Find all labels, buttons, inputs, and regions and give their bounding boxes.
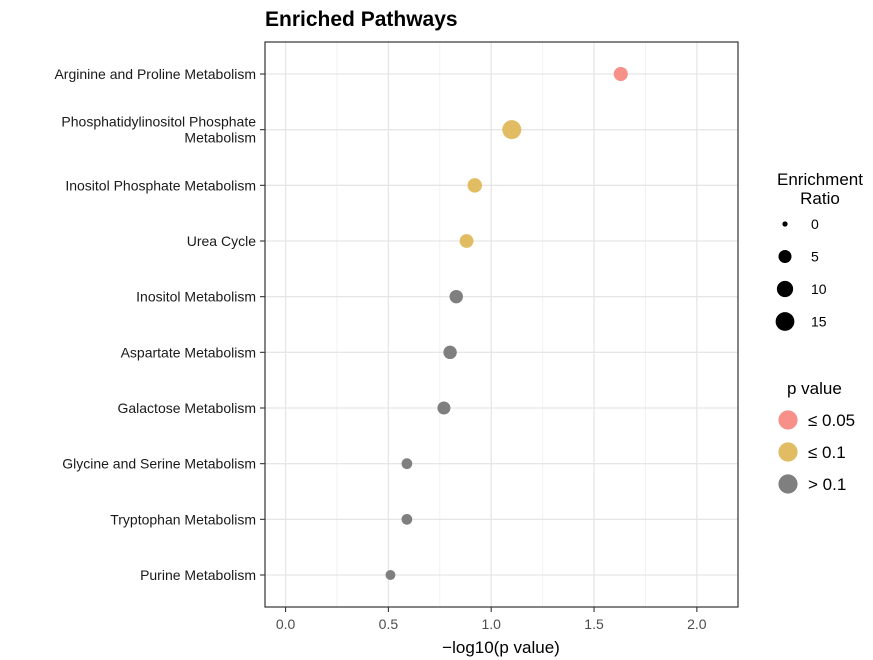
data-point [401, 458, 413, 470]
data-point [443, 345, 457, 360]
size-legend-key [776, 280, 794, 298]
color-legend-label: ≤ 0.05 [808, 411, 855, 430]
y-tick-label-line: Metabolism [184, 130, 256, 146]
data-point [613, 66, 628, 82]
data-point [385, 570, 396, 580]
panel-border [264, 41, 739, 608]
x-tick-label: 0.0 [276, 616, 296, 632]
x-axis-label: −log10(p value) [442, 638, 560, 657]
y-tick-label: Inositol Metabolism [136, 289, 256, 305]
panel-background [265, 42, 738, 607]
size-legend-label: 15 [811, 314, 827, 330]
data-points [385, 66, 628, 580]
size-legend-key [775, 312, 795, 331]
y-tick-label: Purine Metabolism [140, 567, 256, 583]
size-legend-label: 10 [811, 281, 827, 297]
x-tick-labels: 0.0 0.5 1.0 1.5 2.0 [276, 607, 707, 632]
color-legend: p value ≤ 0.05 ≤ 0.1 > 0.1 [778, 379, 855, 494]
size-legend-key [778, 249, 792, 264]
x-tick-label: 1.0 [481, 616, 501, 632]
y-tick-label: Aspartate Metabolism [121, 344, 256, 360]
y-tick-label-line: Phosphatidylinositol Phosphate [61, 114, 256, 130]
size-legend-title-line: Enrichment [777, 170, 863, 189]
y-tick-label: Galactose Metabolism [117, 400, 256, 416]
y-tick-labels: Arginine and Proline Metabolism Phosphati… [54, 66, 265, 583]
size-legend: Enrichment Ratio 0 5 10 15 [775, 170, 863, 331]
y-tick-label: Phosphatidylinositol Phosphate Metabolism [61, 114, 256, 146]
x-tick-label: 1.5 [584, 616, 604, 632]
data-point [401, 513, 413, 525]
y-tick-label: Inositol Phosphate Metabolism [65, 177, 256, 193]
size-legend-key [782, 221, 788, 227]
y-tick-label: Urea Cycle [187, 233, 256, 249]
color-legend-key [778, 474, 798, 494]
color-legend-label: ≤ 0.1 [808, 443, 846, 462]
size-legend-label: 5 [811, 249, 819, 265]
color-legend-title: p value [787, 379, 842, 398]
y-tick-label: Glycine and Serine Metabolism [62, 456, 256, 472]
chart-title: Enriched Pathways [265, 8, 458, 31]
size-legend-label: 0 [811, 216, 819, 232]
data-point [459, 234, 474, 248]
data-point [449, 289, 463, 304]
y-tick-label: Arginine and Proline Metabolism [54, 66, 256, 82]
x-tick-label: 0.5 [379, 616, 399, 632]
color-legend-label: > 0.1 [808, 475, 846, 494]
x-tick-label: 2.0 [687, 616, 707, 632]
size-legend-title-line: Ratio [800, 189, 840, 208]
plot-panel [264, 41, 739, 608]
color-legend-key [778, 442, 798, 462]
data-point [502, 120, 522, 140]
y-tick-label: Tryptophan Metabolism [110, 511, 256, 527]
size-legend-title: Enrichment Ratio [777, 170, 863, 208]
data-point [467, 178, 482, 193]
color-legend-key [778, 410, 798, 430]
data-point [437, 401, 451, 415]
